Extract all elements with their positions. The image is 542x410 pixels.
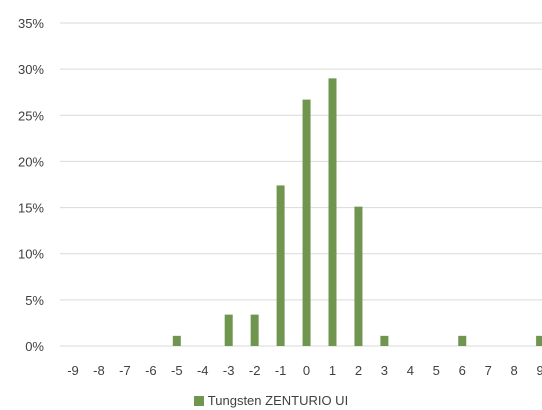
y-tick-label: 5% <box>25 293 44 308</box>
bar--5 <box>172 335 181 346</box>
bar--2 <box>250 314 259 346</box>
y-tick-label: 10% <box>18 247 44 262</box>
bar-0 <box>302 99 311 347</box>
y-tick-label: 30% <box>18 62 44 77</box>
bars <box>172 78 542 347</box>
x-tick-label: 8 <box>511 363 518 378</box>
x-tick-label: 7 <box>485 363 492 378</box>
bar-6 <box>458 335 467 346</box>
bar-9 <box>536 335 542 346</box>
x-tick-label: 3 <box>381 363 388 378</box>
y-tick-label: 25% <box>18 108 44 123</box>
bar-3 <box>380 335 389 346</box>
x-tick-label: 2 <box>355 363 362 378</box>
y-tick-label: 0% <box>25 339 44 354</box>
x-tick-label: -1 <box>275 363 287 378</box>
x-tick-label: 1 <box>329 363 336 378</box>
bar--1 <box>276 185 285 346</box>
bar-2 <box>354 206 363 346</box>
x-tick-label: 9 <box>536 363 542 378</box>
x-tick-label: -5 <box>171 363 183 378</box>
x-tick-label: -9 <box>67 363 79 378</box>
legend-swatch <box>193 395 204 406</box>
y-tick-label: 20% <box>18 154 44 169</box>
x-tick-label: -6 <box>145 363 157 378</box>
x-tick-label: -3 <box>223 363 235 378</box>
legend-label: Tungsten ZENTURIO UI <box>207 393 349 408</box>
y-tick-label: 35% <box>18 16 44 31</box>
gridlines <box>60 22 542 347</box>
x-tick-label: -4 <box>197 363 209 378</box>
legend: Tungsten ZENTURIO UI <box>0 393 542 408</box>
bar-1 <box>328 78 337 346</box>
x-tick-label: -8 <box>93 363 105 378</box>
x-tick-label: -2 <box>249 363 261 378</box>
y-axis-labels: 0% 5% 10% 15% 20% 25% 30% 35% <box>18 16 44 354</box>
bar--3 <box>224 314 233 346</box>
x-tick-label: 0 <box>303 363 310 378</box>
x-axis-labels: -9 -8 -7 -6 -5 -4 -3 -2 -1 0 1 2 3 4 5 6 7 8 9 <box>67 363 542 378</box>
x-tick-label: 6 <box>459 363 466 378</box>
x-tick-label: -7 <box>119 363 131 378</box>
x-tick-label: 5 <box>433 363 440 378</box>
y-tick-label: 15% <box>18 201 44 216</box>
x-tick-label: 4 <box>407 363 414 378</box>
